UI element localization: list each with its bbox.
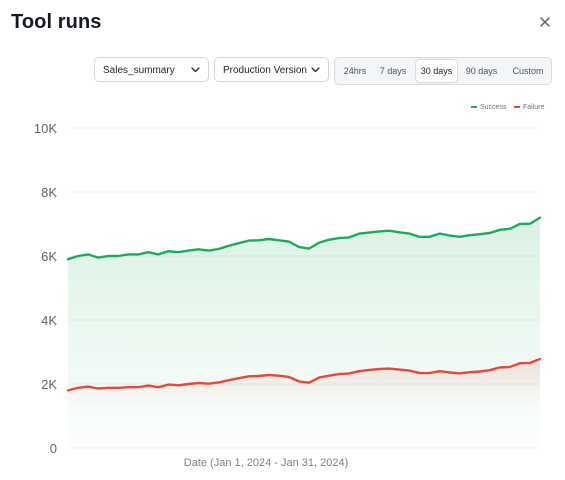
range-option-custom[interactable]: Custom [512,66,544,76]
area-success [68,217,540,448]
chevron-down-icon [311,67,320,73]
range-option-7-days[interactable]: 7 days [379,66,407,76]
chevron-down-icon [191,67,200,73]
version-select[interactable]: Production Version [214,57,329,82]
prompt-select[interactable]: Sales_summary [94,57,209,82]
x-axis-label: Date (Jan 1, 2024 - Jan 31, 2024) [184,457,349,469]
area-failure [68,359,540,404]
legend-label-success: Success [480,104,507,111]
range-option-90-days[interactable]: 90 days [465,66,498,76]
line-failure [66,357,542,392]
y-tick-label: 8K [41,185,57,200]
y-tick-label: 6K [41,249,57,264]
time-range-selector: 24hrs 7 days 30 days 90 days Custom [334,57,552,85]
y-tick-label: 0 [50,441,57,456]
legend-item-success: Success [471,104,506,111]
close-icon[interactable] [537,14,553,30]
legend-swatch-failure [514,106,520,109]
y-tick-label: 10K [34,121,57,136]
range-option-30-days[interactable]: 30 days [416,60,457,82]
y-tick-label: 2K [41,377,57,392]
y-tick-label: 4K [41,313,57,328]
page-title: Tool runs [11,11,102,33]
version-select-value: Production Version [223,65,307,76]
legend-swatch-success [471,106,477,109]
line-success [66,216,542,261]
legend-label-failure: Failure [523,104,545,111]
legend-item-failure: Failure [514,104,544,111]
range-option-24hrs[interactable]: 24hrs [343,66,367,76]
prompt-select-value: Sales_summary [103,65,175,76]
